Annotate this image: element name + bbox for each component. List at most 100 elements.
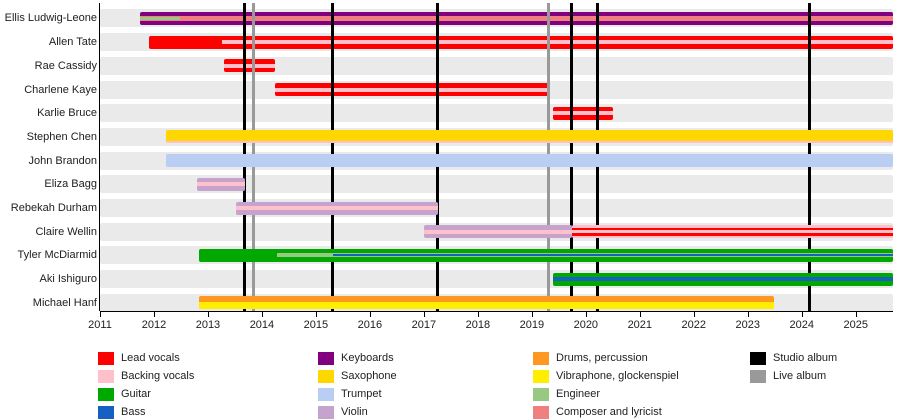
- legend-label: Lead vocals: [121, 352, 180, 364]
- x-axis-line: [100, 311, 893, 312]
- vibraphone-glockenspiel-stripe: [198, 302, 774, 310]
- backing-vocals-stripe: [236, 206, 438, 211]
- violin-bar: [197, 177, 246, 191]
- bass-stripe: [332, 254, 893, 257]
- guitar-swatch: [98, 388, 114, 401]
- backing-vocals-swatch: [98, 370, 114, 383]
- member-label: Stephen Chen: [26, 130, 97, 143]
- member-label: Aki Ishiguro: [39, 273, 97, 286]
- backing-vocals-stripe: [423, 229, 572, 234]
- x-axis-tick-label: 2012: [141, 319, 167, 331]
- legend-label: Bass: [121, 406, 146, 418]
- x-axis-tick-label: 2023: [735, 319, 761, 331]
- x-axis-tick: [100, 311, 101, 317]
- lead-vocals-stripe: [571, 227, 893, 231]
- row-track: [100, 104, 893, 123]
- live-album-swatch: [750, 370, 766, 383]
- x-axis-tick-label: 2024: [789, 319, 814, 331]
- keyboards-swatch: [318, 352, 334, 365]
- member-label: Michael Hanf: [32, 296, 97, 309]
- x-axis-tick: [315, 311, 317, 317]
- x-axis-tick: [801, 311, 803, 317]
- member-label: Tyler McDiarmid: [17, 249, 97, 262]
- row-track: [100, 56, 893, 75]
- x-axis-tick: [585, 311, 587, 317]
- saxophone-swatch: [318, 370, 334, 383]
- x-axis-tick-label: 2017: [411, 319, 437, 331]
- lead-vocals-swatch: [98, 352, 114, 365]
- vibraphone-glockenspiel-swatch: [533, 370, 549, 383]
- violin-bar: [236, 201, 438, 215]
- lead-vocals-bar: [149, 35, 893, 49]
- drums-percussion-bar: [198, 296, 774, 310]
- member-label: John Brandon: [28, 154, 98, 167]
- x-axis-tick-label: 2021: [627, 319, 653, 331]
- backing-vocals-stripe: [221, 40, 893, 45]
- member-label: Ellis Ludwig-Leone: [4, 12, 97, 25]
- trumpet-bar: [165, 154, 893, 168]
- legend-label: Keyboards: [341, 352, 394, 364]
- legend-label: Live album: [773, 370, 827, 382]
- legend-label: Vibraphone, glockenspiel: [556, 370, 679, 382]
- backing-vocals-stripe: [197, 182, 246, 187]
- keyboards-bar: [139, 11, 893, 25]
- member-label: Rae Cassidy: [34, 59, 97, 72]
- x-axis-tick: [153, 311, 155, 317]
- legend-label: Studio album: [773, 352, 838, 364]
- x-axis-tick-label: 2022: [681, 319, 707, 331]
- composer-lyricist-swatch: [533, 406, 549, 419]
- x-axis-tick-label: 2015: [303, 319, 329, 331]
- x-axis-tick: [693, 311, 695, 317]
- violin-bar: [423, 225, 572, 239]
- lead-vocals-bar: [552, 106, 613, 120]
- x-axis-tick: [423, 311, 425, 317]
- x-axis-tick-label: 2016: [357, 319, 383, 331]
- member-label: Eliza Bagg: [44, 178, 97, 191]
- x-axis-tick: [747, 311, 749, 317]
- x-axis-tick: [531, 311, 533, 317]
- legend-label: Backing vocals: [121, 370, 195, 382]
- row-track: [100, 199, 893, 218]
- lead-vocals-stripe: [571, 233, 893, 236]
- bass-swatch: [98, 406, 114, 419]
- backing-vocals-stripe: [552, 111, 613, 116]
- guitar-bar: [198, 248, 893, 262]
- legend-label: Composer and lyricist: [556, 406, 662, 418]
- member-label: Karlie Bruce: [37, 107, 97, 120]
- legend-label: Violin: [341, 406, 368, 418]
- legend-label: Guitar: [121, 388, 151, 400]
- backing-vocals-stripe: [165, 140, 893, 144]
- x-axis-tick-label: 2013: [195, 319, 221, 331]
- lead-vocals-bar: [274, 83, 549, 97]
- lead-vocals-bar: [224, 59, 275, 73]
- backing-vocals-stripe: [274, 87, 549, 92]
- member-label: Allen Tate: [48, 36, 97, 49]
- member-label: Rebekah Durham: [10, 202, 97, 215]
- backing-vocals-stripe: [224, 63, 275, 68]
- saxophone-bar: [165, 130, 893, 144]
- engineer-stripe: [139, 17, 180, 20]
- engineer-swatch: [533, 388, 549, 401]
- x-axis-tick: [261, 311, 263, 317]
- x-axis-tick-label: 2018: [465, 319, 491, 331]
- backing-vocals-bar: [571, 225, 893, 239]
- x-axis-tick-label: 2014: [249, 319, 275, 331]
- x-axis-tick: [477, 311, 479, 317]
- bass-stripe: [552, 277, 893, 282]
- x-axis-tick-label: 2019: [519, 319, 545, 331]
- x-axis-tick-label: 2020: [573, 319, 599, 331]
- y-axis-line: [99, 3, 100, 311]
- x-axis-tick: [855, 311, 857, 317]
- legend-label: Drums, percussion: [556, 352, 648, 364]
- member-label: Charlene Kaye: [24, 83, 97, 96]
- x-axis-tick: [369, 311, 371, 317]
- trumpet-swatch: [318, 388, 334, 401]
- legend-label: Saxophone: [341, 370, 397, 382]
- guitar-bar: [552, 272, 893, 286]
- x-axis-tick: [207, 311, 209, 317]
- composer-lyricist-stripe: [139, 15, 893, 21]
- studio-album-swatch: [750, 352, 766, 365]
- legend-label: Engineer: [556, 388, 601, 400]
- legend-label: Trumpet: [341, 388, 382, 400]
